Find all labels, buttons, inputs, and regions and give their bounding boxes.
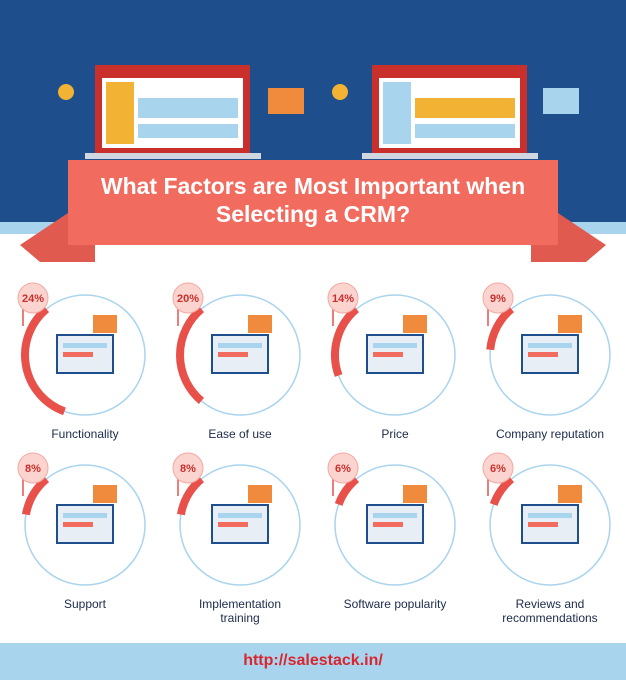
chat-bubble — [268, 88, 304, 114]
value-label: 14% — [332, 293, 354, 305]
icon-accent — [558, 485, 582, 503]
icon-accent — [248, 315, 272, 333]
factor-label: Functionality — [51, 427, 119, 441]
factor-label: Ease of use — [208, 427, 272, 441]
screen-bar — [63, 513, 107, 518]
icon-accent — [93, 485, 117, 503]
value-arc — [176, 475, 205, 516]
screen-bar — [218, 513, 262, 518]
laptop-left — [85, 65, 261, 159]
value-label: 8% — [180, 463, 196, 475]
badge — [17, 282, 49, 314]
ribbon — [68, 160, 558, 245]
person-icon — [58, 84, 74, 100]
value-arc — [334, 475, 360, 507]
value-arc — [21, 305, 66, 416]
value-label: 8% — [25, 463, 41, 475]
badge — [172, 282, 204, 314]
screen-bar — [528, 522, 558, 527]
factor-label: Software popularity — [343, 597, 447, 611]
factor-label: Implementation training — [198, 597, 282, 625]
value-arc — [489, 475, 515, 507]
factor-label: Support — [63, 597, 107, 611]
person-icon — [332, 84, 348, 100]
value-label: 24% — [22, 293, 44, 305]
footer-bg — [0, 643, 626, 680]
screen-bar — [528, 343, 572, 348]
screen-bar — [528, 513, 572, 518]
icon-accent — [558, 315, 582, 333]
screen-bar — [373, 522, 403, 527]
icon-accent — [403, 315, 427, 333]
value-arc — [176, 305, 205, 405]
value-label: 6% — [490, 463, 506, 475]
badge — [327, 282, 359, 314]
screen-bar — [218, 352, 248, 357]
value-arc — [486, 305, 515, 351]
icon-accent — [403, 485, 427, 503]
screen-bar — [373, 352, 403, 357]
screen-bar — [218, 343, 262, 348]
factor-label: Company reputation — [495, 427, 605, 441]
value-label: 20% — [177, 293, 199, 305]
value-label: 9% — [490, 293, 506, 305]
screen-bar — [63, 343, 107, 348]
factor-label: Price — [381, 427, 409, 441]
badge — [482, 452, 514, 484]
badge — [172, 452, 204, 484]
badge — [482, 282, 514, 314]
screen-bar — [63, 522, 93, 527]
icon-accent — [93, 315, 117, 333]
title: What Factors are Most Important when Sel… — [100, 173, 526, 227]
screen-bar — [218, 522, 248, 527]
laptop-right — [362, 65, 538, 159]
screen-bar — [63, 352, 93, 357]
value-label: 6% — [335, 463, 351, 475]
screen-bar — [373, 343, 417, 348]
icon-accent — [248, 485, 272, 503]
badge — [327, 452, 359, 484]
value-arc — [21, 475, 50, 516]
screen-bar — [373, 513, 417, 518]
chat-bubble — [543, 88, 579, 114]
screen-bar — [528, 352, 558, 357]
factor-label: Reviews and recommendations — [502, 597, 598, 625]
footer-link[interactable]: http://salestack.in/ — [243, 652, 383, 669]
value-arc — [331, 305, 360, 377]
badge — [17, 452, 49, 484]
